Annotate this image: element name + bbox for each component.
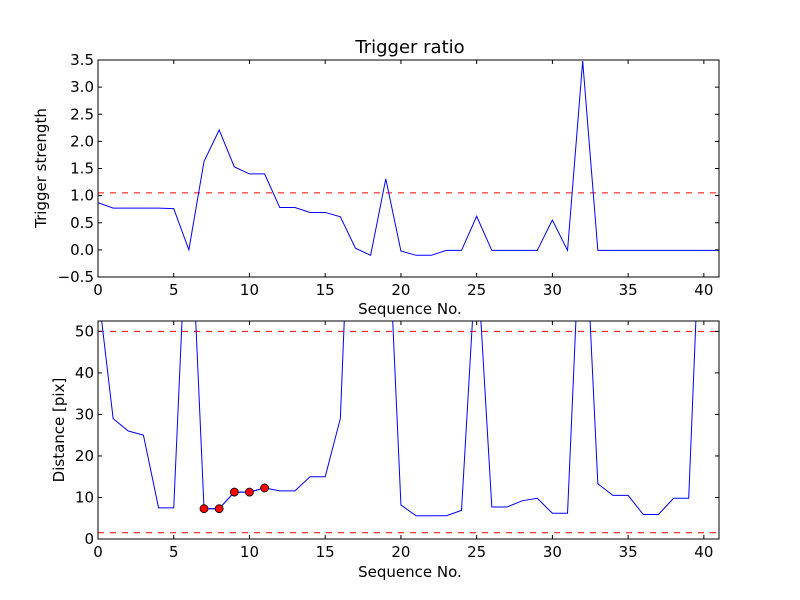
distance-x-tick-label: 10	[240, 543, 259, 561]
trigger-y-ticks: −0.5 0.0 0.5 1.0 1.5 2.0 2.5 3.0 3.5	[58, 51, 719, 286]
distance-y-tick-label: 0	[84, 530, 94, 548]
distance-series-line-0	[101, 321, 697, 517]
distance-series	[101, 321, 697, 517]
trigger-x-tick-label: 40	[694, 281, 713, 299]
trigger-ratio-panel: Trigger ratio 0 5 10 15 20 25 30 35 40 −0.5 0.0 0.…	[32, 37, 720, 318]
distance-marker-point	[199, 504, 209, 514]
distance-y-tick-label: 30	[75, 405, 94, 423]
distance-x-tick-label: 35	[619, 543, 638, 561]
distance-threshold-lines	[98, 330, 719, 534]
trigger-x-tick-label: 35	[619, 281, 638, 299]
distance-y-axis-label: Distance [pix]	[50, 378, 68, 483]
trigger-x-tick-label: 25	[467, 281, 486, 299]
distance-x-ticks: 0 5 10 15 20 25 30 35 40	[93, 321, 713, 561]
distance-marker-point	[229, 487, 239, 497]
distance-x-tick-label: 5	[169, 543, 179, 561]
distance-axes-frame	[97, 320, 720, 540]
trigger-plot-area	[98, 61, 719, 257]
trigger-y-tick-label: 2.0	[70, 132, 94, 150]
trigger-x-tick-label: 5	[169, 281, 179, 299]
trigger-y-tick-label: 1.5	[70, 160, 94, 178]
trigger-x-tick-label: 10	[240, 281, 259, 299]
trigger-y-tick-label: 2.5	[70, 105, 94, 123]
distance-x-tick-label: 20	[391, 543, 410, 561]
trigger-x-ticks: 0 5 10 15 20 25 30 35 40	[93, 60, 713, 299]
distance-panel: 0 5 10 15 20 25 30 35 40 0 10 20 30 40 50 Sequence No…	[50, 320, 720, 581]
trigger-y-tick-label: 1.0	[70, 187, 94, 205]
trigger-series-line-0	[98, 61, 719, 257]
distance-x-axis-label: Sequence No.	[358, 563, 462, 581]
distance-x-tick-label: 30	[543, 543, 562, 561]
distance-x-tick-label: 15	[316, 543, 335, 561]
trigger-series	[98, 61, 719, 257]
trigger-y-tick-label: 0.5	[70, 214, 94, 232]
distance-y-tick-label: 20	[75, 447, 94, 465]
trigger-y-tick-label: 3.0	[70, 78, 94, 96]
trigger-x-tick-label: 20	[391, 281, 410, 299]
distance-plot-area	[98, 321, 719, 534]
trigger-x-tick-label: 0	[93, 281, 103, 299]
distance-x-tick-label: 25	[467, 543, 486, 561]
distance-y-ticks: 0 10 20 30 40 50	[75, 322, 719, 548]
trigger-y-tick-label: 3.5	[70, 51, 94, 69]
trigger-y-tick-label: 0.0	[70, 241, 94, 259]
trigger-y-axis-label: Trigger strength	[32, 108, 50, 229]
trigger-y-tick-label: −0.5	[58, 268, 94, 286]
distance-marker-point	[260, 483, 270, 493]
distance-x-tick-label: 0	[93, 543, 103, 561]
distance-y-tick-label: 10	[75, 488, 94, 506]
distance-y-tick-label: 40	[75, 364, 94, 382]
trigger-x-tick-label: 30	[543, 281, 562, 299]
trigger-x-tick-label: 15	[316, 281, 335, 299]
distance-x-tick-label: 40	[694, 543, 713, 561]
trigger-x-axis-label: Sequence No.	[358, 300, 462, 318]
distance-marker-point	[214, 504, 224, 514]
chart-title: Trigger ratio	[354, 37, 464, 58]
distance-marker-point	[245, 487, 254, 497]
distance-y-tick-label: 50	[75, 322, 94, 340]
